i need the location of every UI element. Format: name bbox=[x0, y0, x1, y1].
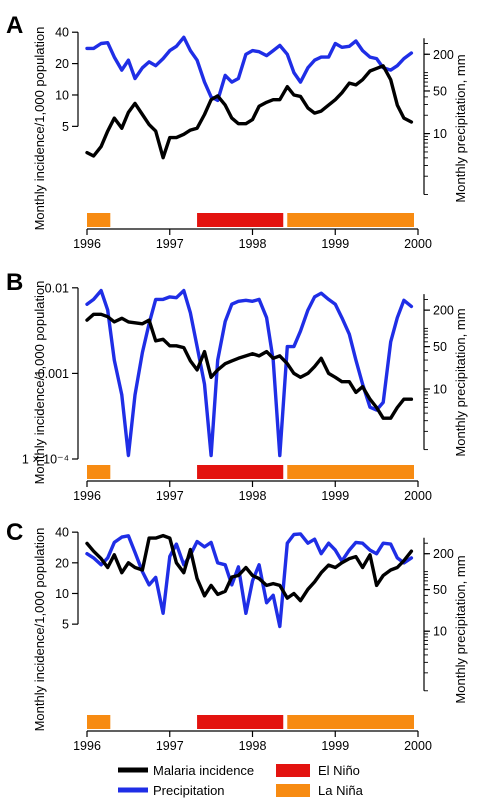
x-tick-label: 1998 bbox=[239, 237, 267, 251]
legend-el-nino-swatch bbox=[276, 764, 310, 777]
la-nina-band bbox=[87, 213, 111, 227]
left-tick-label: 1 × 10⁻⁴ bbox=[22, 453, 69, 467]
right-tick-label: 50 bbox=[433, 340, 447, 354]
legend-la-nina-swatch bbox=[276, 784, 310, 797]
el-nino-band bbox=[197, 213, 284, 227]
x-tick-label: 1996 bbox=[73, 237, 101, 251]
la-nina-band bbox=[287, 213, 414, 227]
right-tick-label: 10 bbox=[433, 625, 447, 639]
left-tick-label: 10 bbox=[55, 587, 69, 601]
right-tick-label: 200 bbox=[433, 547, 454, 561]
legend-malaria-label: Malaria incidence bbox=[153, 763, 254, 778]
panel-c: C 5 10 20 40 Monthly incidence/1,000 populati… bbox=[6, 519, 468, 753]
right-tick-label: 50 bbox=[433, 84, 447, 98]
panel-letter: B bbox=[6, 269, 23, 296]
left-axis-label: Monthly incidence/1,000 population bbox=[32, 528, 47, 732]
right-tick-label: 10 bbox=[433, 382, 447, 396]
left-tick-label: 20 bbox=[55, 556, 69, 570]
legend-precipitation-label: Precipitation bbox=[153, 783, 225, 798]
la-nina-band bbox=[287, 715, 414, 729]
legend: Malaria incidence Precipitation El Niño … bbox=[118, 763, 364, 798]
left-tick-label: 20 bbox=[55, 57, 69, 71]
x-tick-label: 1999 bbox=[321, 489, 349, 503]
el-nino-band bbox=[197, 465, 284, 479]
left-tick-label: 40 bbox=[55, 526, 69, 540]
right-tick-label: 50 bbox=[433, 583, 447, 597]
malaria-incidence-line bbox=[85, 312, 414, 420]
right-tick-label: 10 bbox=[433, 127, 447, 141]
el-nino-band bbox=[197, 715, 284, 729]
left-tick-label: 5 bbox=[62, 120, 69, 134]
x-tick-label: 1997 bbox=[156, 237, 184, 251]
malaria-incidence-line bbox=[85, 64, 414, 160]
right-tick-label: 200 bbox=[433, 48, 454, 62]
left-tick-label: 0.01 bbox=[45, 281, 69, 295]
precipitation-line bbox=[85, 35, 414, 103]
x-tick-label: 1998 bbox=[239, 739, 267, 753]
la-nina-band bbox=[87, 465, 111, 479]
panel-a: A 5 10 20 40 Monthly incidence/1,000 populati… bbox=[6, 12, 468, 251]
left-axis-label: Monthly incidence/1,000 population bbox=[32, 281, 47, 485]
x-tick-label: 1999 bbox=[321, 739, 349, 753]
la-nina-band bbox=[87, 715, 111, 729]
right-axis-label: Monthly precipitation, mm bbox=[453, 555, 468, 703]
precipitation-line bbox=[85, 532, 414, 629]
la-nina-band bbox=[287, 465, 414, 479]
left-axis-label: Monthly incidence/1,000 population bbox=[32, 27, 47, 231]
x-tick-label: 2000 bbox=[404, 739, 432, 753]
left-tick-label: 40 bbox=[55, 26, 69, 40]
legend-la-nina-label: La Niña bbox=[318, 783, 364, 798]
left-tick-label: 5 bbox=[62, 618, 69, 632]
right-axis-label: Monthly precipitation, mm bbox=[453, 54, 468, 202]
x-tick-label: 1997 bbox=[156, 489, 184, 503]
left-tick-label: 0.001 bbox=[38, 367, 69, 381]
panel-letter: A bbox=[6, 12, 23, 39]
x-tick-label: 1996 bbox=[73, 489, 101, 503]
precipitation-line bbox=[85, 288, 414, 458]
malaria-incidence-line bbox=[85, 533, 414, 603]
x-tick-label: 2000 bbox=[404, 237, 432, 251]
right-axis-label: Monthly precipitation, mm bbox=[453, 308, 468, 456]
x-tick-label: 1998 bbox=[239, 489, 267, 503]
x-tick-label: 1999 bbox=[321, 237, 349, 251]
panel-letter: C bbox=[6, 519, 23, 546]
right-tick-label: 200 bbox=[433, 304, 454, 318]
legend-el-nino-label: El Niño bbox=[318, 763, 360, 778]
x-tick-label: 1996 bbox=[73, 739, 101, 753]
left-tick-label: 10 bbox=[55, 88, 69, 102]
x-tick-label: 1997 bbox=[156, 739, 184, 753]
x-tick-label: 2000 bbox=[404, 489, 432, 503]
